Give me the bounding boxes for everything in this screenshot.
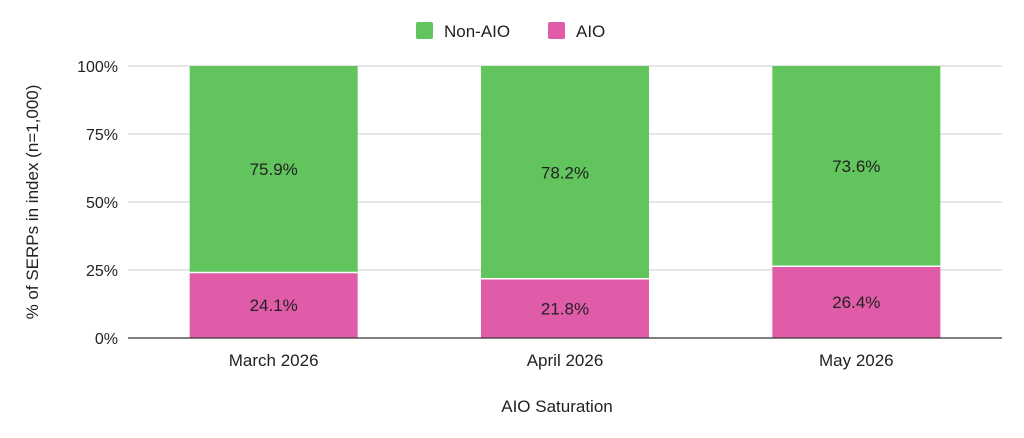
y-axis-title: % of SERPs in index (n=1,000) bbox=[23, 85, 42, 320]
data-label-non-aio: 73.6% bbox=[832, 157, 880, 176]
bar-aio-1 bbox=[189, 272, 358, 338]
data-label-non-aio: 75.9% bbox=[250, 160, 298, 179]
legend-swatch-aio bbox=[548, 22, 565, 39]
y-tick-label: 0% bbox=[95, 331, 118, 348]
data-label-aio: 26.4% bbox=[832, 293, 880, 312]
bars bbox=[189, 66, 941, 338]
y-tick-label: 25% bbox=[86, 263, 118, 280]
x-tick-label: April 2026 bbox=[527, 351, 604, 370]
legend: Non-AIO AIO bbox=[416, 22, 605, 41]
data-label-non-aio: 78.2% bbox=[541, 163, 589, 182]
bar-non-aio-2 bbox=[481, 66, 649, 279]
data-label-aio: 21.8% bbox=[541, 299, 589, 318]
bar-non-aio-3 bbox=[772, 66, 941, 267]
data-label-aio: 24.1% bbox=[250, 296, 298, 315]
x-axis-title: AIO Saturation bbox=[501, 397, 613, 416]
legend-swatch-non-aio bbox=[416, 22, 433, 39]
y-tick-label: 50% bbox=[86, 195, 118, 212]
legend-label: AIO bbox=[576, 22, 605, 41]
legend-label: Non-AIO bbox=[444, 22, 510, 41]
y-tick-label: 100% bbox=[77, 59, 118, 76]
data-labels: 24.1% 75.9% 21.8% 78.2% 26.4% 73.6% bbox=[250, 157, 881, 318]
bar-non-aio-1 bbox=[189, 66, 358, 273]
bar-aio-3 bbox=[772, 266, 941, 338]
x-axis-ticks: March 2026 April 2026 May 2026 bbox=[229, 351, 894, 370]
bar-aio-2 bbox=[481, 278, 649, 338]
x-tick-label: March 2026 bbox=[229, 351, 319, 370]
y-tick-label: 75% bbox=[86, 127, 118, 144]
y-axis-ticks: 0% 25% 50% 75% 100% bbox=[77, 59, 118, 348]
x-tick-label: May 2026 bbox=[819, 351, 894, 370]
